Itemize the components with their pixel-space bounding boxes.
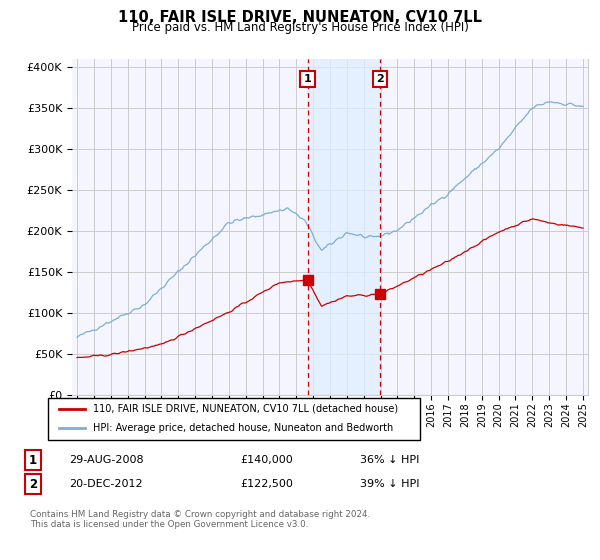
Text: £140,000: £140,000	[240, 455, 293, 465]
Text: 1: 1	[29, 454, 37, 467]
Text: 2: 2	[376, 74, 384, 84]
Bar	[308, 59, 380, 395]
Text: Contains HM Land Registry data © Crown copyright and database right 2024.
This d: Contains HM Land Registry data © Crown c…	[30, 510, 370, 529]
FancyBboxPatch shape	[48, 398, 420, 440]
Text: 39% ↓ HPI: 39% ↓ HPI	[360, 479, 419, 489]
Text: 110, FAIR ISLE DRIVE, NUNEATON, CV10 7LL (detached house): 110, FAIR ISLE DRIVE, NUNEATON, CV10 7LL…	[92, 404, 398, 414]
Text: Price paid vs. HM Land Registry's House Price Index (HPI): Price paid vs. HM Land Registry's House …	[131, 21, 469, 34]
Text: 29-AUG-2008: 29-AUG-2008	[69, 455, 143, 465]
Text: 20-DEC-2012: 20-DEC-2012	[69, 479, 143, 489]
Text: HPI: Average price, detached house, Nuneaton and Bedworth: HPI: Average price, detached house, Nune…	[92, 423, 393, 433]
Text: 110, FAIR ISLE DRIVE, NUNEATON, CV10 7LL: 110, FAIR ISLE DRIVE, NUNEATON, CV10 7LL	[118, 10, 482, 25]
Text: £122,500: £122,500	[240, 479, 293, 489]
Text: 2: 2	[29, 478, 37, 491]
Text: 36% ↓ HPI: 36% ↓ HPI	[360, 455, 419, 465]
Text: 1: 1	[304, 74, 311, 84]
